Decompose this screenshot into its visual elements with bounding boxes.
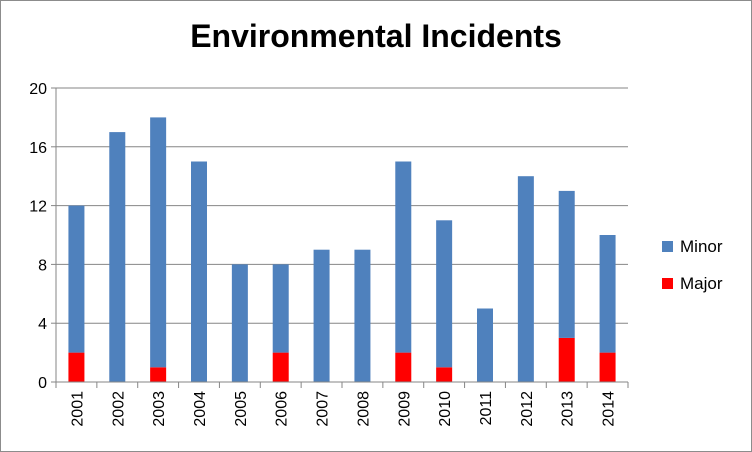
bar-minor-2009 (395, 161, 412, 353)
x-tick-label: 2008 (355, 391, 372, 427)
x-tick-label: 2003 (151, 391, 168, 427)
y-tick-label: 0 (38, 375, 47, 392)
y-tick-label: 12 (29, 199, 47, 216)
bar-minor-2007 (313, 249, 330, 382)
y-tick-label: 4 (38, 316, 47, 333)
bar-minor-2010 (436, 220, 453, 368)
legend-swatch (662, 278, 673, 289)
bar-major-2009 (395, 352, 412, 382)
legend-swatch (662, 241, 673, 252)
x-tick-label: 2011 (478, 391, 495, 426)
bar-minor-2006 (272, 264, 289, 353)
bar-minor-2004 (191, 161, 207, 382)
x-tick-label: 2005 (233, 391, 250, 427)
x-tick-label: 2006 (274, 391, 291, 427)
bar-major-2013 (558, 337, 575, 382)
bar-minor-2012 (517, 176, 534, 382)
y-tick-label: 16 (29, 140, 47, 157)
x-tick-label: 2010 (437, 391, 454, 427)
x-tick-label: 2002 (110, 391, 127, 427)
bar-minor-2011 (477, 308, 493, 382)
y-tick-label: 8 (38, 257, 47, 274)
legend-label: Major (680, 273, 723, 293)
bar-minor-2003 (150, 117, 167, 368)
chart-title: Environmental Incidents (190, 18, 562, 54)
bars (68, 117, 616, 382)
grid-lines (56, 87, 628, 324)
bar-major-2014 (599, 352, 616, 382)
bar-minor-2008 (354, 249, 371, 382)
x-tick-label: 2007 (315, 391, 332, 427)
legend: Minor Major (662, 228, 723, 302)
y-tick-label: 20 (29, 81, 47, 98)
bar-major-2010 (436, 367, 453, 382)
legend-item-major: Major (662, 265, 723, 302)
bar-minor-2002 (109, 132, 126, 382)
axes (51, 87, 629, 388)
x-tick-label: 2014 (601, 391, 618, 427)
x-tick-label: 2001 (69, 391, 86, 427)
legend-label: Minor (680, 236, 723, 256)
bar-major-2003 (150, 367, 167, 382)
x-tick-label: 2004 (192, 391, 209, 427)
bar-major-2001 (68, 352, 85, 382)
bar-minor-2014 (599, 235, 616, 353)
legend-item-minor: Minor (662, 228, 723, 265)
x-tick-label: 2013 (560, 391, 577, 427)
x-tick-labels: 2001 2002 2003 2004 2005 2006 2007 2008 2009 2010… (69, 391, 617, 427)
bar-minor-2013 (558, 190, 575, 338)
bar-major-2006 (272, 352, 289, 382)
bar-minor-2001 (68, 205, 85, 353)
x-tick-label: 2009 (396, 391, 413, 427)
y-tick-labels: 0 4 8 12 16 20 (29, 81, 47, 392)
bar-minor-2005 (231, 264, 248, 382)
x-tick-label: 2012 (519, 391, 536, 427)
